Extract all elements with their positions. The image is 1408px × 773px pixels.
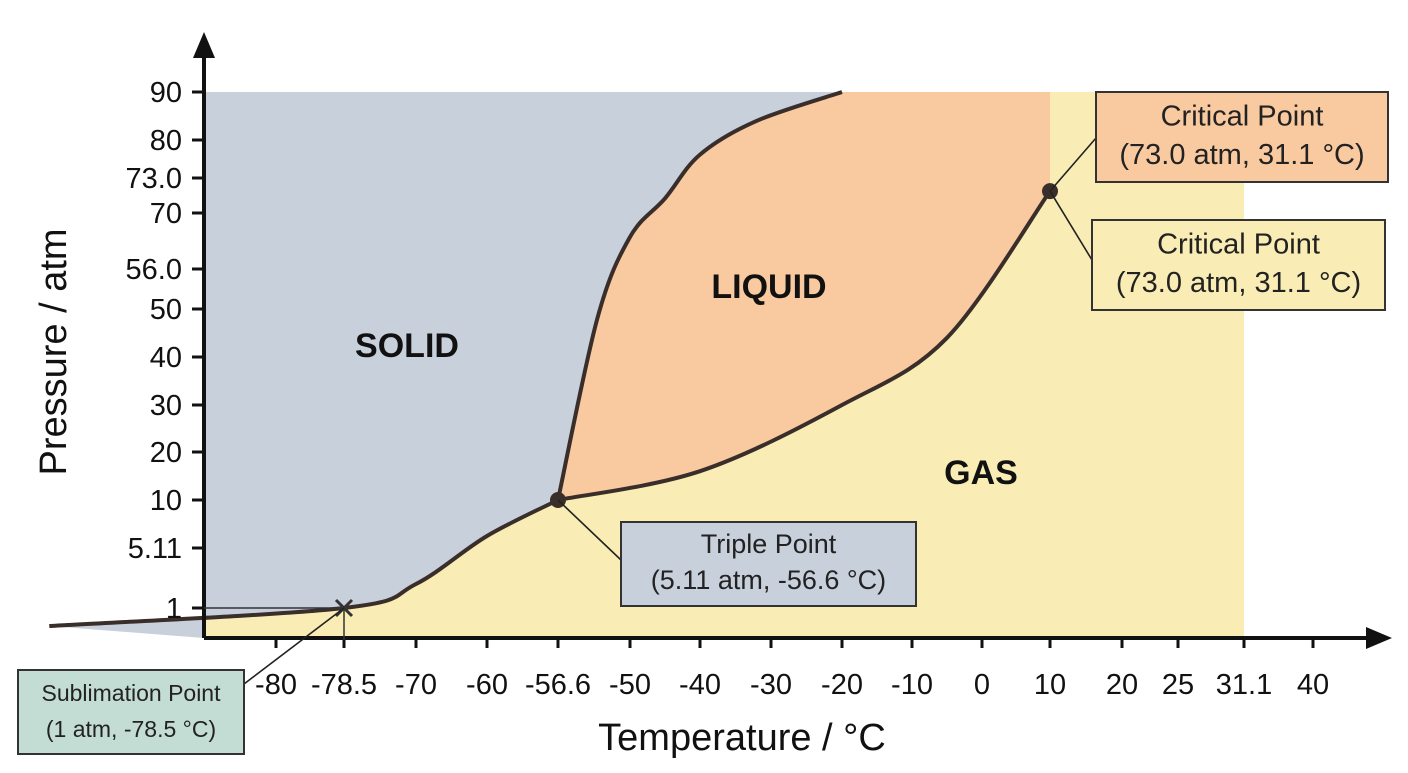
- y-tick-label-1: 1: [166, 593, 182, 625]
- x-axis-arrow: [1366, 627, 1392, 649]
- sublimation-curve: [49, 498, 559, 628]
- x-tick-label-80: -80: [255, 669, 297, 701]
- melting-curve: [556, 90, 843, 501]
- x-tick-label-10: -10: [891, 669, 933, 701]
- x-tick-label-30: -30: [750, 669, 792, 701]
- x-tick-label-56-6: -56.6: [525, 669, 591, 701]
- critical-point-orange-leader: [1049, 137, 1097, 192]
- y-tick-label-20: 20: [150, 437, 182, 469]
- x-tick-label-25: 25: [1162, 669, 1194, 701]
- x-tick-label-10: 10: [1034, 669, 1066, 701]
- critical-point-yellow-values: (73.0 atm, 31.1 °C): [1116, 267, 1361, 299]
- y-tick-label-70: 70: [150, 198, 182, 230]
- critical-point-orange-title: Critical Point: [1161, 100, 1324, 132]
- callouts-layer: Triple Point (5.11 atm, -56.6 °C) Critical…: [17, 91, 1389, 755]
- sublimation-point-values: (1 atm, -78.5 °C): [46, 716, 216, 742]
- regions-layer: [49, 92, 1244, 638]
- triple-point-values: (5.11 atm, -56.6 °C): [651, 565, 886, 595]
- x-tick-label-20: 20: [1106, 669, 1138, 701]
- critical-point-yellow-box: [1091, 219, 1386, 311]
- ticks-layer: -80 -78.5 -70 -60 -56.6 -50 -40 -30 -20 -10 0 10 20 2…: [126, 77, 1330, 701]
- critical-point-yellow-leader: [1049, 190, 1093, 261]
- sublimation-point-box: [17, 669, 245, 755]
- critical-point-orange-values: (73.0 atm, 31.1 °C): [1119, 139, 1364, 171]
- liquid-region: [558, 92, 1050, 500]
- triple-point-title: Triple Point: [701, 529, 837, 559]
- x-tick-label-20: -20: [821, 669, 863, 701]
- y-tick-label-50: 50: [150, 294, 182, 326]
- critical-point-orange-box: [1095, 91, 1389, 183]
- triple-point-box: [620, 521, 917, 607]
- liquid-label: LIQUID: [711, 268, 826, 306]
- triple-point-leader: [557, 499, 622, 561]
- sublimation-point-leader: [243, 607, 345, 685]
- y-tick-label-90: 90: [150, 77, 182, 109]
- y-tick-label-40: 40: [150, 342, 182, 374]
- x-axis-title: Temperature / °C: [598, 717, 886, 759]
- y-tick-label-10: 10: [150, 485, 182, 517]
- solid-region: [49, 92, 843, 638]
- y-tick-label-5-11: 5.11: [128, 533, 182, 565]
- y-axis-title: Pressure / atm: [33, 228, 75, 475]
- critical-point-yellow-title: Critical Point: [1157, 228, 1320, 260]
- x-tick-label-70: -70: [395, 669, 437, 701]
- x-tick-label-50: -50: [609, 669, 651, 701]
- x-tick-label-78-5: -78.5: [311, 669, 377, 701]
- solid-label: SOLID: [355, 327, 459, 365]
- labels-layer: Temperature / °C Pressure / atm SOLID LIQUI…: [33, 228, 1018, 759]
- y-axis-arrow: [193, 32, 215, 58]
- axes-layer: [193, 32, 1392, 649]
- x-tick-label-0: 0: [974, 669, 990, 701]
- sublimation-point-title: Sublimation Point: [42, 680, 222, 706]
- x-tick-label-60: -60: [466, 669, 508, 701]
- x-tick-label-40: 40: [1297, 669, 1329, 701]
- gas-label: GAS: [944, 454, 1018, 492]
- vaporization-curve: [557, 189, 1052, 502]
- y-tick-label-56-0: 56.0: [126, 254, 182, 286]
- x-tick-label-31-1: 31.1: [1216, 669, 1272, 701]
- y-tick-label-30: 30: [150, 390, 182, 422]
- curves-layer: [49, 90, 1052, 628]
- y-tick-label-80: 80: [150, 125, 182, 157]
- y-tick-label-73-0: 73.0: [126, 163, 182, 195]
- x-tick-label-40: -40: [679, 669, 721, 701]
